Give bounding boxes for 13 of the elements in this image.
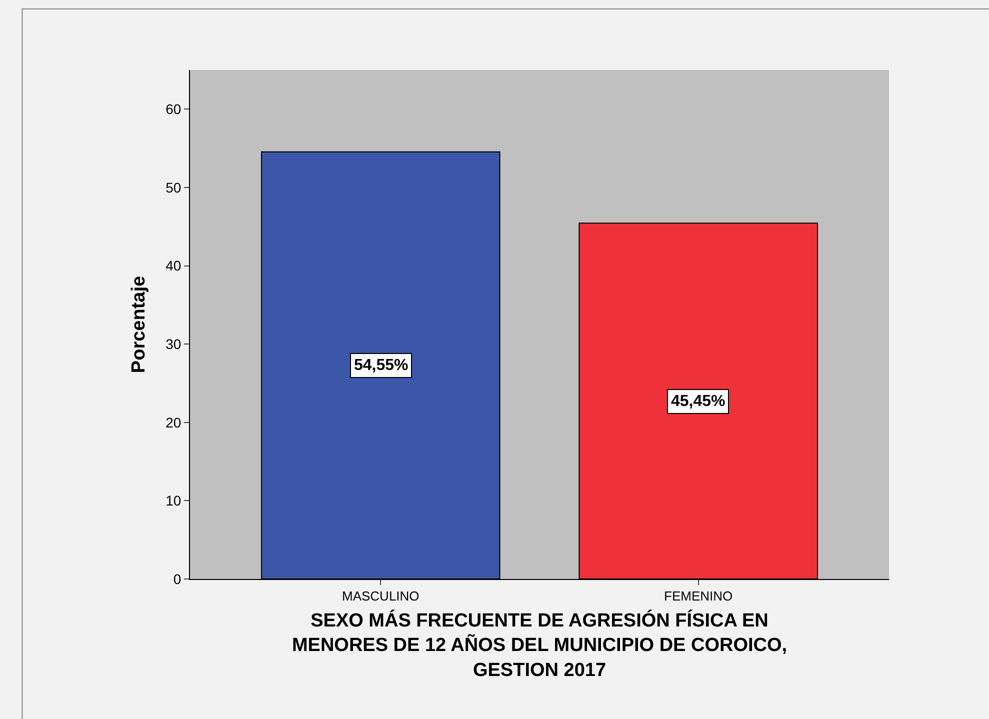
x-axis-title: SEXO MÁS FRECUENTE DE AGRESIÓN FÍSICA EN MENORES DE 12 AÑOS DEL MUNICIPIO DE COROICO, GESTION 2017 (292, 609, 788, 681)
x-tick-label: FEMENINO (664, 588, 733, 604)
y-tick-label: 0 (173, 570, 182, 587)
y-tick-label: 40 (166, 258, 182, 274)
y-tick-label: 10 (166, 492, 182, 509)
y-tick-label: 60 (166, 101, 182, 118)
data-label: 45,45% (671, 393, 726, 410)
y-axis-title: Porcentaje (128, 276, 150, 374)
data-label: 54,55% (354, 357, 408, 374)
y-tick-label: 30 (166, 336, 182, 352)
y-tick-label: 50 (166, 179, 182, 196)
y-tick-label: 20 (166, 414, 182, 430)
x-tick-label: MASCULINO (342, 588, 420, 604)
